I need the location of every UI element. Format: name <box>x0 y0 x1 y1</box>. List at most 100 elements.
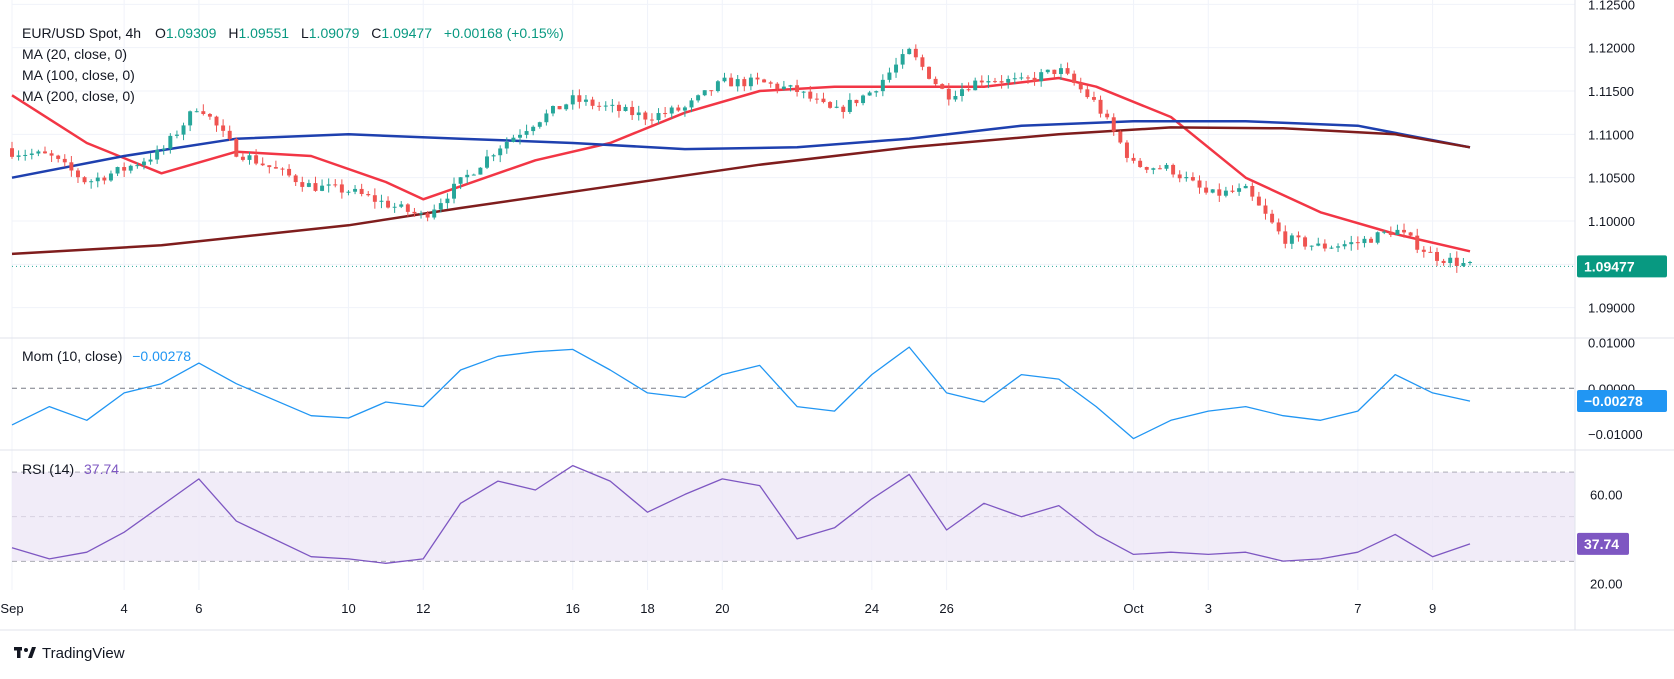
candle <box>1395 224 1400 236</box>
candle <box>1322 239 1327 252</box>
candle <box>643 110 648 126</box>
candle <box>1349 235 1354 251</box>
candle <box>122 162 127 178</box>
candle <box>49 150 54 163</box>
candle <box>828 100 833 109</box>
candle <box>326 178 331 193</box>
price-axis-label: 1.09000 <box>1588 301 1635 316</box>
candle <box>1454 251 1459 273</box>
x-tick-label: 3 <box>1205 601 1212 616</box>
candle <box>1006 75 1011 89</box>
tradingview-logo[interactable]: TradingView <box>14 645 125 662</box>
candle <box>630 100 635 120</box>
candle <box>616 101 621 118</box>
candle <box>247 151 252 165</box>
candle <box>188 110 193 132</box>
candle <box>1421 246 1426 258</box>
candle <box>452 177 456 204</box>
candle <box>1111 113 1116 136</box>
candle <box>115 166 120 177</box>
candle <box>485 149 489 170</box>
candle <box>135 162 140 169</box>
x-tick-label: 24 <box>865 601 879 616</box>
candle <box>1204 180 1209 195</box>
candle <box>946 82 951 106</box>
candle <box>986 75 991 89</box>
x-tick-label: 6 <box>195 601 202 616</box>
candle <box>894 57 899 78</box>
candle <box>795 79 800 97</box>
x-tick-label: 16 <box>566 601 580 616</box>
candle <box>353 185 358 195</box>
rsi-legend[interactable]: RSI (14) 37.74 <box>22 461 119 477</box>
candle <box>742 76 747 92</box>
candle <box>913 44 918 61</box>
candle <box>729 73 734 87</box>
candle <box>405 203 410 217</box>
symbol-title[interactable]: EUR/USD Spot, 4h <box>22 25 141 41</box>
candle <box>221 119 226 137</box>
candle <box>1039 68 1044 87</box>
candle <box>748 73 753 91</box>
momentum-legend[interactable]: Mom (10, close) −0.00278 <box>22 348 191 364</box>
candle <box>379 194 384 209</box>
candle <box>1388 226 1393 238</box>
x-tick-label: 18 <box>640 601 654 616</box>
candle <box>1223 186 1228 198</box>
ma100-legend[interactable]: MA (100, close, 0) <box>22 67 135 83</box>
svg-text:−0.00278: −0.00278 <box>1584 393 1643 409</box>
candle <box>1342 240 1347 250</box>
candle <box>564 103 569 111</box>
candle <box>1303 235 1308 250</box>
candle <box>577 89 582 109</box>
candle <box>392 202 397 213</box>
candle <box>854 99 859 107</box>
candle <box>1072 70 1077 86</box>
candle <box>1217 183 1222 202</box>
candle <box>419 210 424 219</box>
candle <box>313 176 318 192</box>
candle <box>636 105 641 121</box>
svg-text:37.74: 37.74 <box>1584 536 1619 552</box>
candle <box>412 207 417 217</box>
candle <box>95 172 100 188</box>
candle <box>1256 191 1261 206</box>
momentum-value: −0.00278 <box>132 348 191 364</box>
candle <box>1296 231 1301 242</box>
candle <box>1382 230 1387 235</box>
price-axis-label: 1.10500 <box>1588 171 1635 186</box>
candle <box>735 74 740 92</box>
candle <box>75 168 80 184</box>
candle <box>953 90 958 102</box>
candle <box>320 179 325 192</box>
candle <box>201 104 206 116</box>
svg-text:1.09477: 1.09477 <box>1584 258 1635 274</box>
rsi-overbought-oversold-band <box>12 472 1575 562</box>
rsi-legend-value: 37.74 <box>84 461 119 477</box>
candle <box>155 145 160 164</box>
candle <box>768 80 773 88</box>
candle <box>1190 172 1195 182</box>
candle <box>1355 236 1360 250</box>
candle <box>432 204 437 220</box>
candle <box>682 105 687 117</box>
candle <box>386 196 391 209</box>
candle <box>287 164 292 178</box>
candle <box>293 174 298 186</box>
header-legend[interactable]: EUR/USD Spot, 4h O1.09309 H1.09551 L1.09… <box>22 25 564 41</box>
candle <box>775 82 780 94</box>
candle <box>1171 163 1176 178</box>
ma20-legend[interactable]: MA (20, close, 0) <box>22 46 127 62</box>
candle <box>161 145 166 155</box>
candle <box>1065 62 1070 76</box>
candle <box>128 164 133 174</box>
candle <box>16 150 21 161</box>
candle <box>524 124 529 139</box>
candle <box>1078 77 1083 93</box>
candlesticks <box>10 44 1472 273</box>
ma200-legend[interactable]: MA (200, close, 0) <box>22 88 135 104</box>
candle <box>999 75 1004 89</box>
candle <box>861 94 866 106</box>
candle <box>339 179 344 199</box>
